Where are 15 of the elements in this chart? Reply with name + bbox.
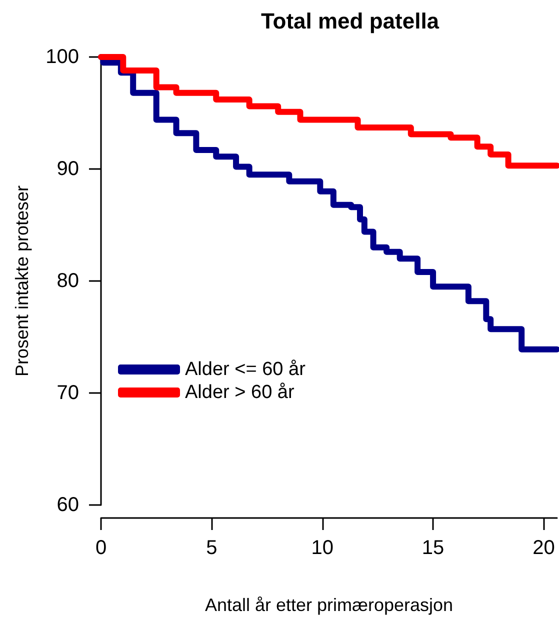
x-tick-label: 15 (422, 537, 444, 559)
y-tick-label: 80 (56, 270, 79, 292)
y-tick-label: 70 (56, 382, 79, 404)
x-tick-label: 5 (206, 537, 218, 559)
y-tick-label: 60 (56, 494, 79, 516)
y-tick-label: 90 (56, 158, 79, 180)
y-tick-label: 100 (46, 46, 79, 68)
x-tick-label: 10 (311, 537, 334, 559)
chart-title: Total med patella (260, 8, 440, 34)
legend-label: Alder <= 60 år (185, 359, 306, 380)
legend-label: Alder > 60 år (185, 382, 295, 403)
x-axis-title: Antall år etter primæroperasjon (204, 595, 454, 615)
x-tick-label: 20 (532, 537, 555, 559)
x-tick-label: 0 (95, 537, 107, 559)
y-axis-title: Prosent intakte proteser (12, 185, 32, 377)
